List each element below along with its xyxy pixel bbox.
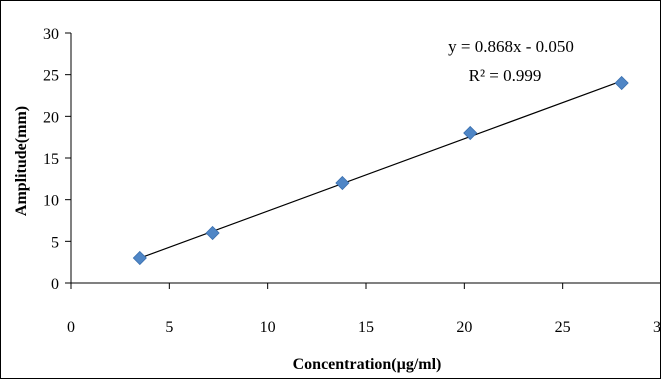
data-points (132, 75, 629, 266)
data-point (205, 225, 220, 241)
trendline (139, 80, 622, 259)
x-tick-label: 25 (555, 319, 571, 336)
trendline-group (139, 80, 622, 259)
data-point (463, 125, 478, 141)
x-tick-label: 20 (456, 319, 472, 336)
y-tick-label: 30 (43, 26, 59, 43)
axes (70, 33, 661, 284)
y-tick-label: 10 (43, 193, 59, 210)
x-tick-label: 0 (67, 319, 75, 336)
trendline-equation: y = 0.868x - 0.050 (448, 37, 574, 56)
r-squared-label: R² = 0.999 (469, 66, 542, 85)
x-axis-title: Concentration(µg/ml) (293, 356, 442, 373)
x-tick-label: 5 (165, 319, 173, 336)
x-tick-label: 15 (358, 319, 374, 336)
x-ticks: 0 5 10 15 20 25 30 (67, 283, 661, 336)
data-point (335, 175, 350, 191)
y-axis-title: Amplitude(mm) (13, 106, 30, 216)
y-tick-label: 25 (43, 68, 59, 85)
x-tick-label: 10 (260, 319, 276, 336)
y-tick-label: 5 (51, 234, 59, 251)
y-tick-label: 20 (43, 109, 59, 126)
x-tick-label: 30 (653, 319, 661, 336)
data-point (132, 250, 147, 266)
y-ticks: 0 5 10 15 20 25 30 (43, 26, 71, 293)
y-tick-label: 15 (43, 151, 59, 168)
data-point (614, 75, 629, 91)
y-tick-label: 0 (51, 276, 59, 293)
